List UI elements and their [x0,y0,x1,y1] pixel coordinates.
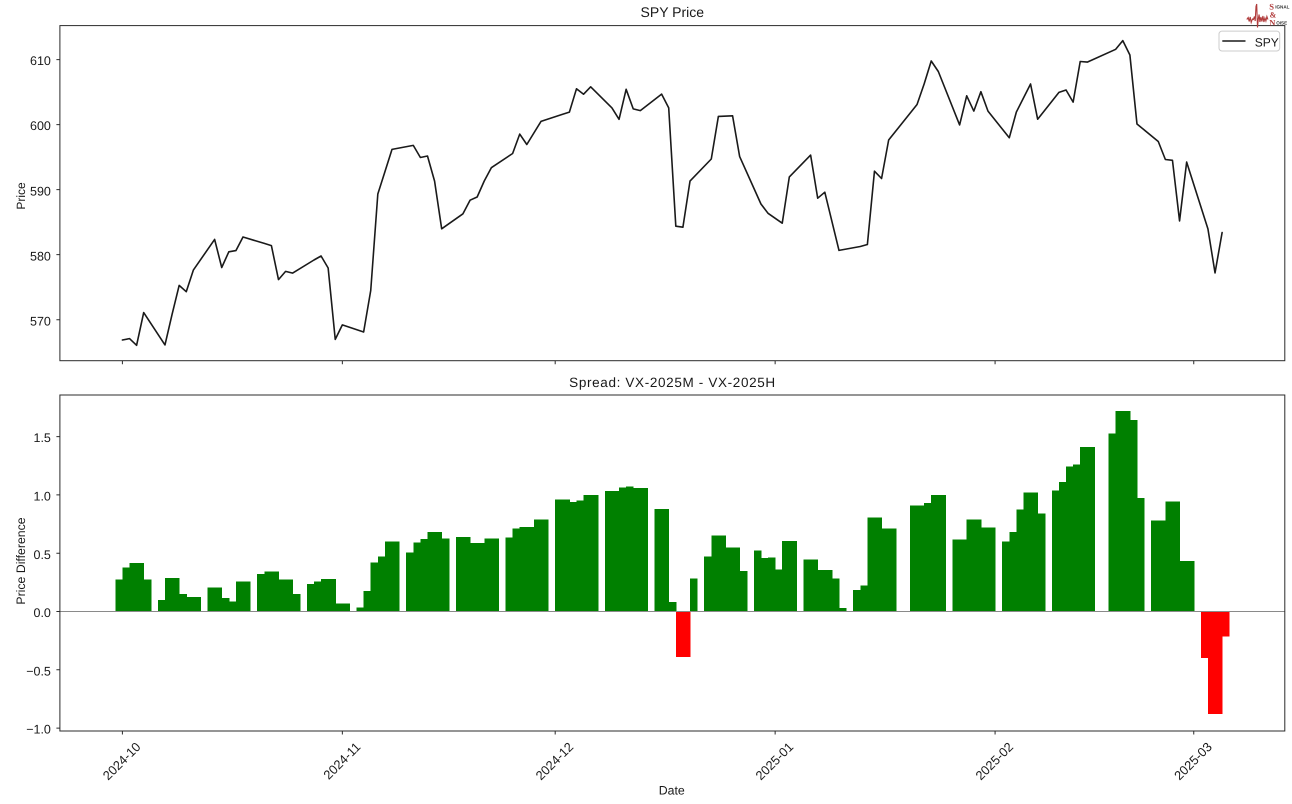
svg-text:1.0: 1.0 [34,490,51,504]
svg-text:SPY: SPY [1255,35,1279,49]
svg-text:&: & [1270,10,1277,19]
svg-text:N: N [1269,18,1276,28]
svg-text:Spread: VX-2025M - VX-2025H: Spread: VX-2025M - VX-2025H [569,375,776,390]
svg-text:590: 590 [30,184,51,198]
svg-text:0.5: 0.5 [34,548,51,562]
svg-text:Date: Date [659,784,685,798]
svg-text:S: S [1269,1,1274,11]
svg-text:Price: Price [14,182,28,210]
svg-text:580: 580 [30,249,51,263]
svg-text:0.0: 0.0 [34,606,51,620]
svg-text:SPY Price: SPY Price [641,4,705,20]
svg-text:−0.5: −0.5 [26,664,51,678]
svg-text:570: 570 [30,314,51,328]
svg-text:−1.0: −1.0 [26,723,51,737]
svg-text:610: 610 [30,54,51,68]
svg-text:600: 600 [30,119,51,133]
svg-text:OISE: OISE [1276,21,1287,26]
svg-text:1.5: 1.5 [34,431,51,445]
svg-text:Price Difference: Price Difference [14,517,28,604]
svg-text:IGNAL: IGNAL [1275,4,1289,9]
